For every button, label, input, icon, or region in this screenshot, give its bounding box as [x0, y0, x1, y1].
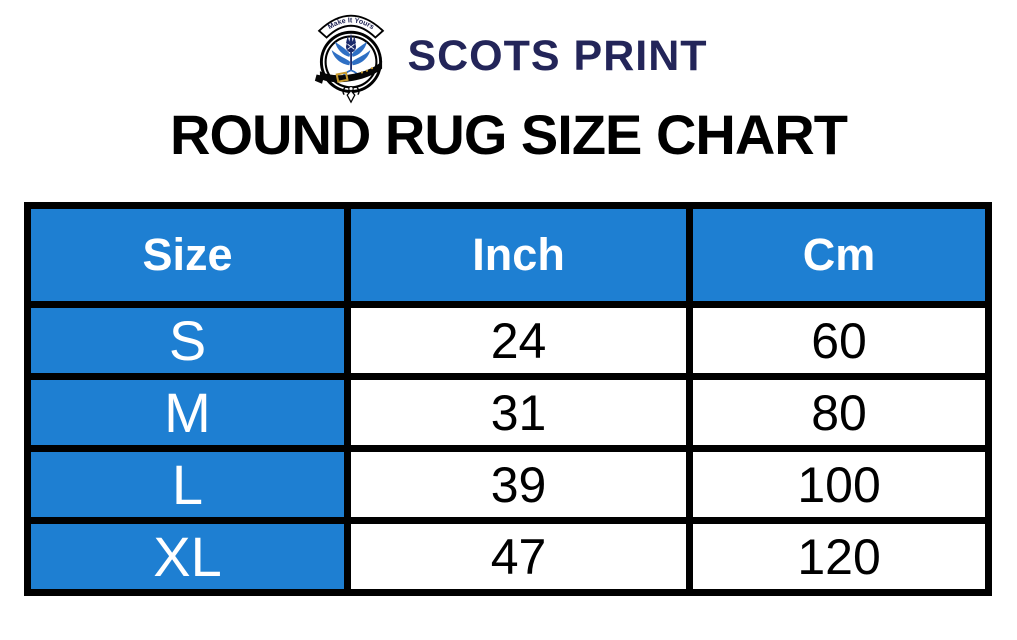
cm-cell: 60	[686, 301, 992, 380]
table-row: M 31 80	[24, 373, 992, 452]
banner-text: Make It Yours	[327, 16, 376, 31]
cm-cell: 100	[686, 445, 992, 524]
clan-crest-icon: Make It Yours	[315, 14, 385, 104]
brand-name: SCOTS PRINT	[407, 31, 708, 80]
table-row: XL 47 120	[24, 517, 992, 596]
size-cell: XL	[24, 517, 351, 596]
inch-cell: 31	[343, 373, 694, 452]
table-row: S 24 60	[24, 301, 992, 380]
size-chart-table: Size Inch Cm S 24 60 M 31 80 L 39 100	[24, 202, 992, 596]
header-row: Size Inch Cm	[24, 202, 992, 308]
page-title: ROUND RUG SIZE CHART	[170, 103, 848, 166]
logo: Make It Yours	[0, 10, 1017, 104]
size-cell: S	[24, 301, 351, 380]
size-cell: M	[24, 373, 351, 452]
belt-buckle-icon	[315, 61, 383, 84]
column-header-cm: Cm	[686, 202, 992, 308]
table-row: L 39 100	[24, 445, 992, 524]
cm-cell: 80	[686, 373, 992, 452]
column-header-size: Size	[24, 202, 351, 308]
banner-ribbon	[318, 14, 385, 39]
inch-cell: 39	[343, 445, 694, 524]
column-header-inch: Inch	[343, 202, 694, 308]
inch-cell: 47	[343, 517, 694, 596]
cm-cell: 120	[686, 517, 992, 596]
inch-cell: 24	[343, 301, 694, 380]
thistle-icon	[332, 33, 371, 79]
tassel-icon	[342, 85, 360, 104]
size-cell: L	[24, 445, 351, 524]
